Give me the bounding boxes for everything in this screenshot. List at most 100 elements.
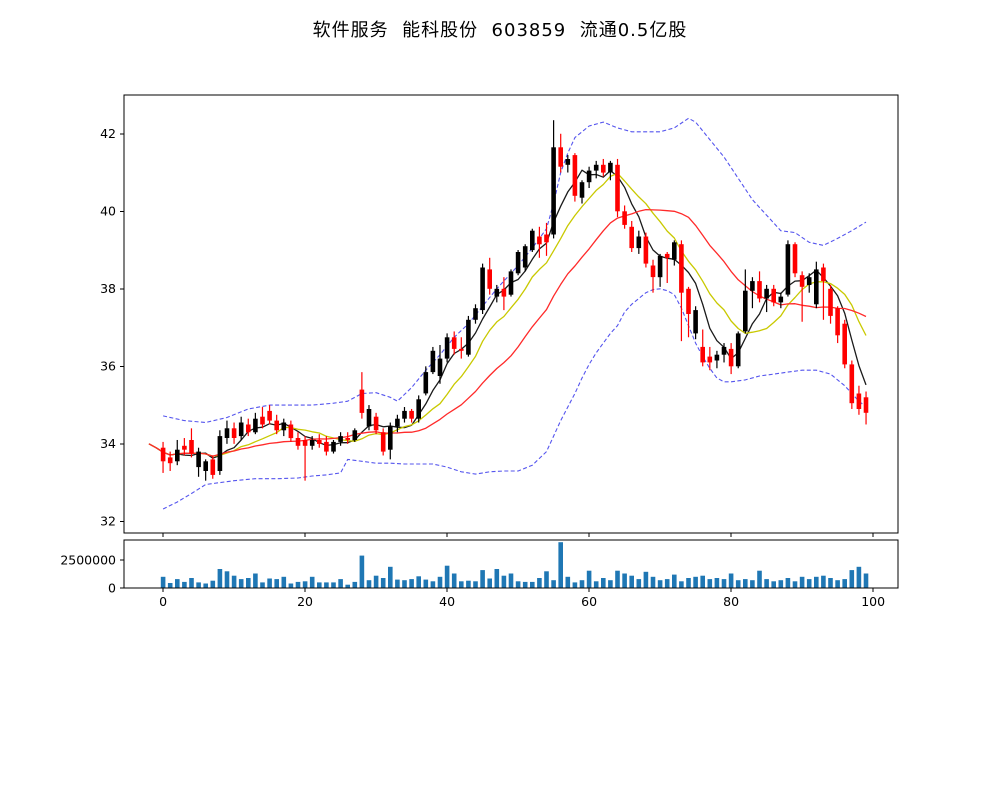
candle-down [728, 348, 734, 367]
volume-bar [487, 578, 492, 588]
candle-up [515, 252, 521, 274]
candle-up [466, 319, 471, 355]
volume-bar [388, 566, 393, 588]
price-y-tick-label: 34 [100, 436, 116, 451]
volume-bar [735, 580, 741, 588]
volume-bar [522, 581, 528, 588]
volume-bar [515, 581, 521, 588]
volume-bar [302, 581, 308, 588]
candle-up [402, 410, 407, 419]
volume-bar [650, 576, 656, 588]
volume-bar [274, 579, 279, 588]
candle-up [721, 346, 727, 355]
volume-bar [501, 575, 507, 588]
volume-bar [664, 579, 670, 588]
candle-up [579, 182, 585, 198]
candle-down [799, 275, 805, 287]
volume-bar [480, 570, 485, 588]
volume-bar [182, 581, 187, 588]
volume-bar [295, 581, 301, 588]
volume-bar [224, 571, 230, 588]
volume-bar [565, 576, 571, 588]
volume-bar [473, 581, 478, 588]
candle-down [288, 424, 294, 439]
volume-bar [806, 579, 812, 588]
volume-bar [700, 575, 705, 588]
candle-up [565, 159, 571, 165]
candle-down [260, 416, 265, 425]
volume-bar [231, 575, 237, 588]
candle-up [530, 230, 535, 251]
candle-down [821, 267, 826, 282]
ma10-line [148, 172, 867, 457]
volume-bar [707, 579, 713, 588]
chart-title: 软件服务 能科股份 603859 流通0.5亿股 [312, 20, 688, 41]
volume-bar [764, 579, 769, 588]
volume-bar [785, 578, 791, 588]
candle-down [686, 288, 691, 314]
candle-down [302, 440, 308, 446]
candle-down [189, 440, 194, 454]
volume-y-tick-label: 2500000 [60, 552, 116, 567]
volume-bar [416, 576, 421, 588]
candle-up [586, 170, 592, 183]
volume-bar [175, 579, 180, 588]
volume-pane [123, 539, 899, 589]
x-tick-label: 60 [581, 594, 597, 609]
price-y-tick-label: 32 [100, 514, 116, 529]
candle-down [451, 337, 457, 349]
x-tick-label: 80 [723, 594, 739, 609]
volume-bar [743, 579, 748, 588]
candle-up [551, 147, 556, 235]
volume-bar [288, 583, 294, 588]
candle-down [295, 438, 301, 446]
volume-bar [636, 579, 642, 588]
x-tick-label: 40 [439, 594, 455, 609]
volume-bar [835, 580, 840, 588]
candle-down [771, 288, 776, 303]
candle-down [231, 428, 237, 438]
volume-bar [828, 578, 833, 588]
price-y-tick-label: 40 [100, 204, 116, 219]
volume-bar [615, 570, 620, 588]
volume-bar [728, 573, 734, 588]
candle-down [664, 253, 670, 258]
candle-down [324, 441, 329, 452]
candle-up [750, 281, 755, 291]
candle-up [253, 418, 258, 433]
volume-bar [402, 580, 407, 588]
volume-bar [799, 576, 805, 588]
candle-up [352, 430, 358, 440]
ma20-line [148, 208, 867, 457]
candle-down [160, 447, 166, 462]
candle-up [430, 350, 436, 373]
candle-down [345, 438, 350, 440]
volume-bar [721, 579, 727, 588]
candle-down [210, 459, 216, 475]
volume-bar [210, 580, 216, 588]
volume-bar [856, 566, 862, 588]
candle-down [544, 234, 549, 243]
candle-down [615, 164, 620, 212]
volume-bar [757, 570, 762, 588]
volume-bar [672, 574, 677, 588]
candle-down [537, 236, 542, 245]
candle-up [593, 164, 599, 171]
candle-down [835, 308, 840, 336]
candle-up [714, 354, 720, 361]
volume-bar [643, 571, 649, 588]
candle-up [806, 277, 812, 285]
volume-bar [359, 555, 365, 588]
candle-up [366, 409, 372, 427]
candle-up [416, 399, 421, 419]
ma5-line [148, 169, 867, 459]
candle-up [693, 310, 698, 334]
candle-down [863, 397, 869, 413]
volume-bar [508, 573, 514, 588]
volume-bar [771, 581, 776, 588]
volume-bar [842, 579, 847, 588]
candle-down [622, 211, 627, 225]
volume-bar [430, 581, 436, 588]
candle-down [246, 424, 251, 433]
